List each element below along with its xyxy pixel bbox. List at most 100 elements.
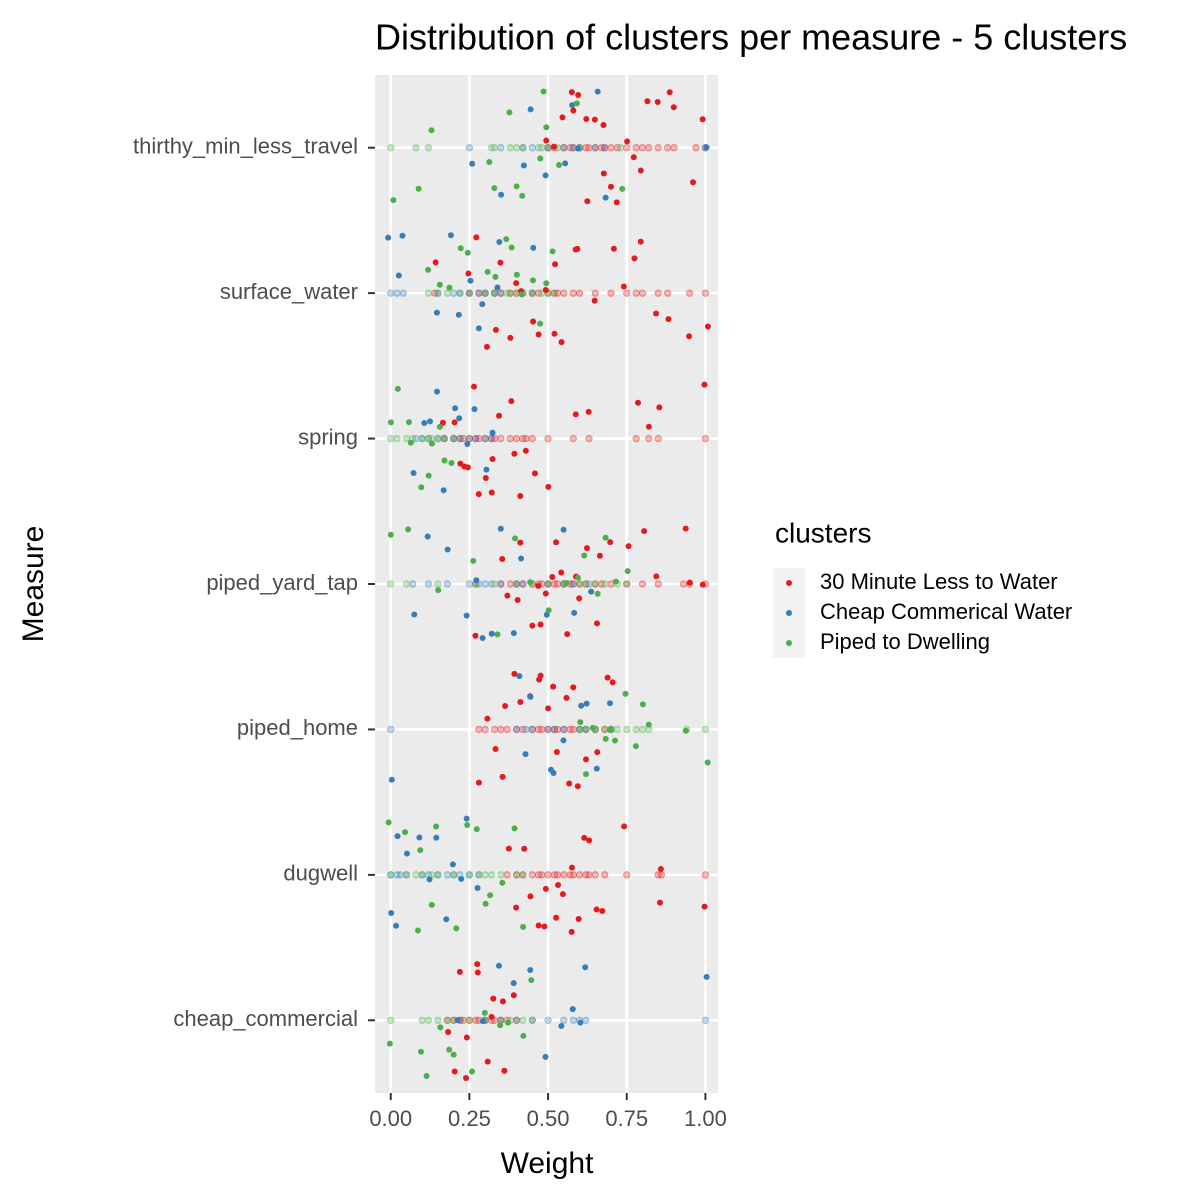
point (513, 904, 520, 911)
point-faint (519, 434, 527, 443)
point-faint (475, 871, 483, 879)
point (393, 922, 400, 929)
point-faint (409, 580, 417, 588)
point-faint (544, 434, 552, 443)
point (560, 737, 567, 744)
point (645, 423, 652, 430)
point-faint (575, 580, 584, 588)
point (450, 1051, 457, 1058)
point-faint (490, 725, 499, 734)
point-faint (560, 144, 568, 152)
point-faint (387, 1016, 395, 1024)
point-faint (465, 289, 474, 297)
point-faint (449, 434, 458, 443)
point (541, 923, 548, 930)
point-faint (560, 1016, 568, 1024)
point-faint (503, 725, 511, 734)
point-faint (465, 871, 474, 879)
point-faint (519, 580, 527, 588)
point (545, 483, 552, 490)
point (564, 631, 571, 638)
point (427, 418, 434, 425)
point-faint (434, 434, 442, 443)
point (583, 771, 590, 778)
point (506, 109, 513, 116)
point-faint (597, 580, 606, 588)
point (394, 833, 401, 840)
point-faint (449, 871, 458, 879)
point-faint (550, 289, 559, 297)
point (479, 635, 486, 642)
point-faint (512, 580, 521, 588)
point (513, 280, 520, 287)
point (520, 1032, 527, 1039)
point-faint (582, 580, 590, 588)
point (690, 179, 697, 186)
point-faint (387, 434, 395, 443)
point (390, 197, 397, 204)
point-faint (544, 144, 552, 152)
point-faint (512, 434, 521, 443)
y-tick-label: surface_water (220, 279, 358, 304)
point (576, 595, 583, 602)
point-faint (506, 144, 515, 152)
point (585, 408, 592, 415)
point-faint (534, 144, 543, 152)
point (426, 876, 433, 883)
point-faint (497, 434, 505, 443)
point (499, 773, 506, 780)
point (479, 301, 486, 308)
chart-title: Distribution of clusters per measure - 5… (375, 17, 1127, 58)
point-faint (506, 434, 515, 443)
legend-title: clusters (775, 517, 871, 548)
x-tick-label: 0.00 (369, 1106, 412, 1131)
point (553, 748, 560, 755)
y-axis-label: Measure (17, 526, 50, 643)
point-faint (701, 871, 710, 879)
point-faint (512, 871, 521, 879)
point (463, 612, 470, 619)
point-faint (424, 580, 433, 588)
point (639, 701, 646, 708)
point-faint (418, 871, 426, 879)
point (594, 88, 601, 95)
point (535, 922, 542, 929)
point-faint (481, 434, 489, 443)
point-faint (553, 289, 562, 297)
point (469, 1068, 476, 1075)
point (433, 834, 440, 841)
point (559, 891, 566, 898)
point (494, 284, 501, 291)
point-faint (512, 580, 521, 588)
point (540, 88, 547, 95)
point-faint (481, 434, 489, 443)
point-faint (528, 1016, 537, 1024)
point-faint (471, 1016, 480, 1024)
point-faint (701, 289, 710, 297)
point-faint (487, 434, 496, 443)
point-faint (522, 434, 530, 443)
y-tick-label: piped_home (237, 715, 358, 740)
point-faint (582, 580, 590, 588)
point-faint (490, 289, 499, 297)
point-faint (522, 725, 530, 734)
point (606, 700, 613, 707)
point-faint (607, 144, 615, 152)
point-faint (544, 725, 552, 734)
point (704, 323, 711, 330)
point-faint (387, 144, 395, 152)
point (529, 622, 536, 629)
point-faint (440, 434, 448, 443)
point (666, 89, 673, 96)
point (463, 1034, 470, 1041)
point-faint (465, 1016, 474, 1024)
point (492, 746, 499, 753)
point-faint (519, 580, 527, 588)
point (550, 770, 557, 777)
point-faint (497, 580, 505, 588)
point (543, 611, 550, 618)
point-faint (591, 144, 599, 152)
point-faint (481, 289, 489, 297)
point-faint (544, 580, 552, 588)
point (625, 543, 632, 550)
